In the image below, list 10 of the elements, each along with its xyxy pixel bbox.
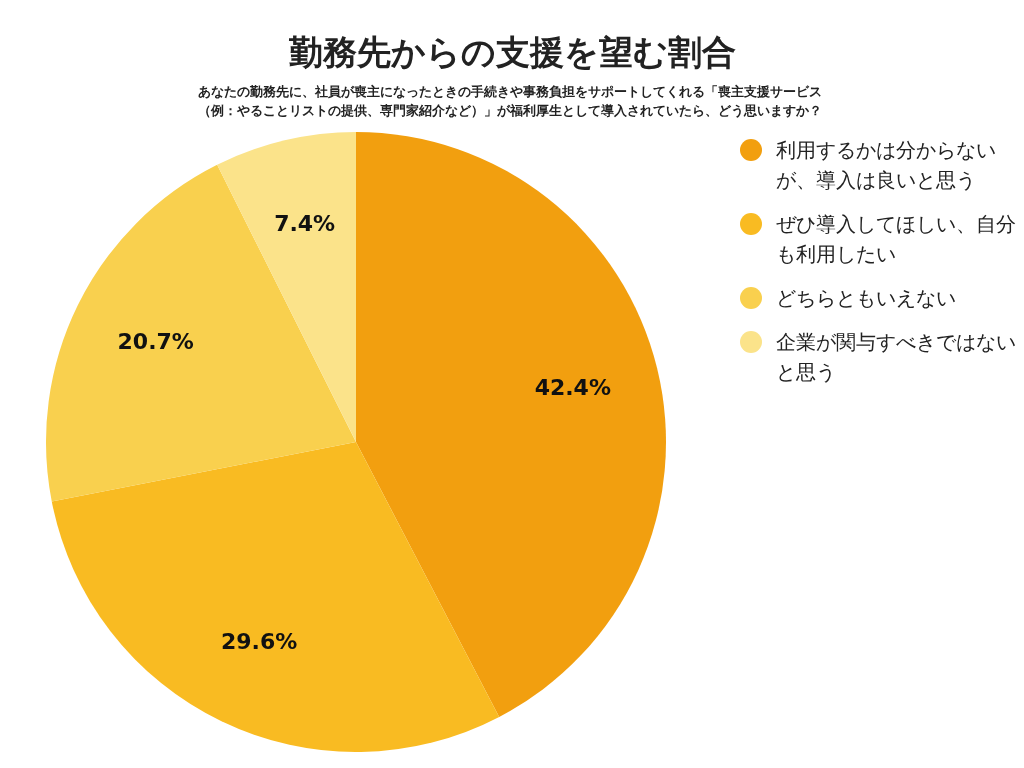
data-label: 20.7% bbox=[117, 329, 194, 355]
data-label: 42.4% bbox=[534, 374, 611, 400]
chart-subtitle: あなたの勤務先に、社員が喪主になったときの手続きや事務負担をサポートしてくれる「喪主支援サービス（例：やることリストの提供、専門家紹介など）」が福利厚生として導入されていたら、どう思いますか？ bbox=[197, 83, 823, 120]
data-label: 7.4% bbox=[274, 210, 336, 236]
data-label: 29.6% bbox=[220, 628, 298, 654]
legend-label: 企業が関与すべきではないと思う bbox=[776, 329, 1017, 386]
legend-label: どちらともいえない bbox=[776, 285, 956, 312]
chart-title: 勤務先からの支援を望む割合 bbox=[287, 31, 737, 74]
legend-label: ぜひ導入してほしい、自分も利用したい bbox=[776, 211, 1017, 268]
legend-label: 利用するかは分からないが、導入は良いと思う bbox=[776, 137, 997, 194]
